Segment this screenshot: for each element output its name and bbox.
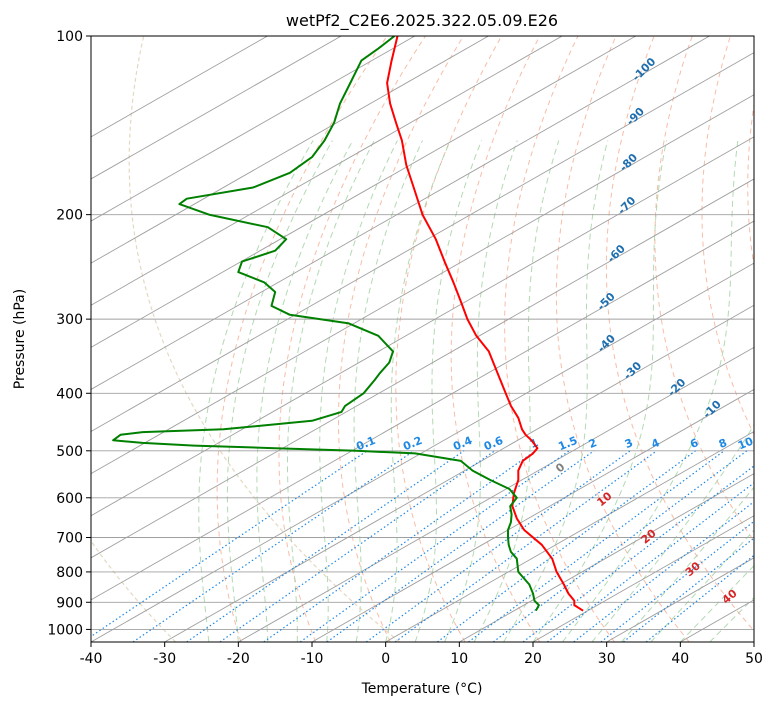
series-lines <box>112 36 584 612</box>
mixing-ratio-label: 2 <box>587 436 599 451</box>
isotherm-line <box>459 473 754 642</box>
x-tick-label: 50 <box>745 651 763 667</box>
x-tick-label: -20 <box>227 651 250 667</box>
mixing-ratio-line <box>219 450 496 642</box>
mixing-ratio-line <box>299 450 570 642</box>
y-tick-label: 600 <box>56 491 83 507</box>
dry-adiabat-line <box>395 36 503 642</box>
isotherm-line <box>91 36 416 222</box>
y-tick-label: 100 <box>56 29 83 45</box>
mixing-ratio-line <box>492 450 748 642</box>
mixing-ratio-line <box>326 450 595 642</box>
dewpoint-line <box>112 36 540 612</box>
x-tick-label: -40 <box>80 651 103 667</box>
y-tick-label: 300 <box>56 312 83 328</box>
isotherm-line <box>91 94 754 475</box>
mixing-ratio-label: 8 <box>717 436 729 451</box>
mixing-ratio-line <box>522 465 754 642</box>
isotherm-line <box>91 178 754 559</box>
plot-frame <box>90 35 755 643</box>
mixing-ratio-line <box>263 450 536 642</box>
chart-title: wetPf2_C2E6.2025.322.05.09.E26 <box>286 11 558 31</box>
isotherm-line <box>238 346 754 642</box>
mixing-ratio-line <box>91 450 368 638</box>
dry-adiabat-line <box>216 36 388 642</box>
mixing-ratio-label: 10 <box>736 435 755 453</box>
mixing-ratio-label: 3 <box>623 436 635 451</box>
x-tick-label: 20 <box>524 651 542 667</box>
isotherm-line <box>164 304 754 642</box>
isotherm-line <box>91 36 489 264</box>
x-axis-label: Temperature (°C) <box>361 681 483 697</box>
dry-adiabat-line <box>450 36 541 642</box>
x-tick-label: -30 <box>153 651 176 667</box>
isotherm-line <box>385 431 754 642</box>
dry-adiabat-line <box>605 36 754 632</box>
dry-adiabat-line <box>338 36 464 642</box>
plot-area <box>91 36 754 642</box>
isotherm-line <box>91 36 342 180</box>
y-tick-label: 500 <box>56 444 83 460</box>
y-tick-label: 700 <box>56 531 83 547</box>
y-axis-label: Pressure (hPa) <box>12 289 28 389</box>
legacy-adiabat-line <box>91 539 177 642</box>
x-tick-label: 10 <box>450 651 468 667</box>
mixing-ratio-line <box>645 554 754 642</box>
legacy-adiabat-line <box>128 36 401 642</box>
isotherm-line <box>311 388 754 642</box>
isotherm-line <box>91 36 710 390</box>
dry-adiabat-line <box>555 36 690 642</box>
mixing-ratio-line <box>186 450 465 642</box>
x-tick-label: 40 <box>671 651 689 667</box>
x-tick-label: 0 <box>381 651 390 667</box>
y-tick-label: 200 <box>56 208 83 224</box>
axes: -40 -30 -20 -10 0 10 20 30 40 50 100 200 300 400 500 60… <box>47 29 763 667</box>
dry-adiabat-line <box>278 36 426 642</box>
x-tick-label: -10 <box>301 651 324 667</box>
isotherm-line <box>532 515 754 642</box>
mixing-ratio-line <box>623 537 754 642</box>
isotherm-line <box>91 36 637 348</box>
x-tick-label: 30 <box>598 651 616 667</box>
isotherm-line <box>91 36 563 306</box>
y-tick-label: 800 <box>56 565 83 581</box>
temperature-line <box>386 36 584 612</box>
isotherm-line <box>91 262 754 642</box>
dry-adiabat-line <box>701 36 754 436</box>
mixing-ratio-line <box>437 450 696 642</box>
isotherm-line <box>91 52 754 433</box>
isotherm-line <box>91 220 754 601</box>
y-tick-label: 1000 <box>47 622 83 638</box>
mixing-ratio-line <box>365 450 631 642</box>
y-tick-label: 900 <box>56 595 83 611</box>
y-tick-label: 400 <box>56 386 83 402</box>
mixing-ratio-line <box>394 450 658 642</box>
